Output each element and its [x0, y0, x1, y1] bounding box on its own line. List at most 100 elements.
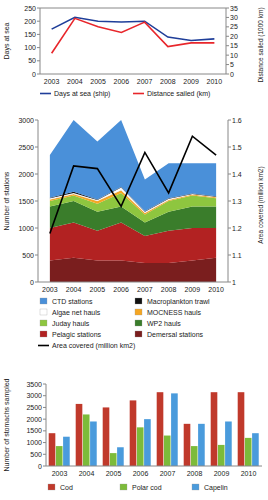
category-label: 2005 — [90, 286, 106, 293]
legend-label: CTD stations — [52, 298, 93, 305]
category-label: 2006 — [114, 78, 130, 85]
category-label: 2009 — [185, 286, 201, 293]
tick — [43, 454, 46, 455]
frame — [40, 8, 226, 9]
category-label: 2007 — [160, 470, 176, 477]
line — [50, 136, 216, 233]
tick-label: 1.2 — [232, 225, 242, 232]
bar — [184, 424, 191, 466]
tick — [226, 17, 229, 18]
category-label: 2006 — [133, 470, 149, 477]
tick-label: 1.1 — [232, 252, 242, 259]
legend-label: Pelagic stations — [52, 331, 102, 339]
bar — [76, 404, 83, 466]
bar — [103, 407, 110, 466]
tick-label: 3500 — [26, 381, 42, 388]
chart: 05001000150020002500300011.11.21.31.41.5… — [3, 117, 265, 351]
legend-swatch — [40, 331, 47, 337]
x-axis — [38, 282, 228, 283]
plot-area — [49, 392, 259, 466]
tick — [43, 384, 46, 385]
category-label: 2008 — [160, 78, 176, 85]
x-axis — [40, 74, 226, 75]
category-label: 2004 — [67, 78, 83, 85]
line — [52, 17, 215, 40]
tick-label: 1000 — [26, 439, 42, 446]
category-label: 2009 — [214, 470, 230, 477]
tick — [37, 34, 40, 35]
legend-swatch — [133, 93, 144, 95]
axis-title: Number of stomachs sampled — [3, 378, 11, 471]
category-label: 2008 — [161, 286, 177, 293]
plot-area — [52, 17, 215, 53]
tick — [37, 47, 40, 48]
legend-swatch — [135, 331, 142, 337]
bar — [191, 446, 198, 466]
bar — [49, 433, 56, 466]
chart: 0500100015002000250030003500200320042005… — [3, 378, 262, 492]
tick — [43, 407, 46, 408]
legend-swatch — [192, 484, 199, 490]
tick — [35, 201, 38, 202]
tick — [35, 120, 38, 121]
tick-label: 1500 — [26, 427, 42, 434]
tick-label: 30 — [230, 14, 238, 21]
tick — [35, 282, 38, 283]
tick-label: 3000 — [18, 117, 34, 124]
legend-label: Distance sailed (km) — [147, 90, 210, 98]
legend-swatch — [40, 309, 47, 315]
legend-label: WP2 hauls — [147, 320, 181, 327]
bar — [238, 392, 245, 466]
tick — [226, 64, 229, 65]
bar — [110, 453, 117, 466]
category-label: 2007 — [137, 78, 153, 85]
bar — [83, 414, 90, 466]
tick-label: 0 — [230, 71, 234, 78]
category-label: 2003 — [52, 470, 68, 477]
tick-label: 1.6 — [232, 117, 242, 124]
tick-label: 35 — [230, 5, 238, 12]
tick — [35, 174, 38, 175]
bar — [218, 445, 225, 466]
tick — [43, 442, 46, 443]
tick-label: 200 — [24, 18, 36, 25]
tick — [226, 45, 229, 46]
tick — [43, 430, 46, 431]
tick — [37, 8, 40, 9]
axis-title: Distance sailed (1000 km) — [257, 7, 265, 82]
tick — [228, 147, 231, 148]
tick-label: 2000 — [18, 171, 34, 178]
legend-swatch — [48, 484, 55, 490]
line — [52, 18, 215, 53]
bar — [211, 392, 218, 466]
bar — [56, 446, 63, 466]
tick — [226, 55, 229, 56]
tick-label: 1 — [232, 279, 236, 286]
tick-label: 100 — [24, 44, 36, 51]
tick-label: 500 — [30, 451, 42, 458]
category-label: 2003 — [42, 286, 58, 293]
tick — [37, 74, 40, 75]
tick-label: 2000 — [26, 416, 42, 423]
x-axis — [46, 466, 262, 467]
bar — [245, 438, 252, 466]
bar — [164, 436, 171, 466]
tick — [43, 419, 46, 420]
legend-label: Demersal stations — [147, 331, 204, 338]
tick — [228, 282, 231, 283]
tick — [43, 395, 46, 396]
category-label: 2005 — [90, 78, 106, 85]
tick-label: 25 — [230, 23, 238, 30]
axis-title: Area covered (million km2) — [257, 166, 265, 243]
tick — [226, 8, 229, 9]
tick-label: 150 — [24, 31, 36, 38]
tick — [37, 60, 40, 61]
tick-label: 1.5 — [232, 144, 242, 151]
tick-label: 10 — [230, 52, 238, 59]
legend-swatch — [135, 309, 142, 315]
tick-label: 0 — [32, 71, 36, 78]
category-label: 2003 — [44, 78, 60, 85]
tick-label: 50 — [28, 57, 36, 64]
tick-label: 3000 — [26, 392, 42, 399]
bar — [144, 419, 151, 466]
